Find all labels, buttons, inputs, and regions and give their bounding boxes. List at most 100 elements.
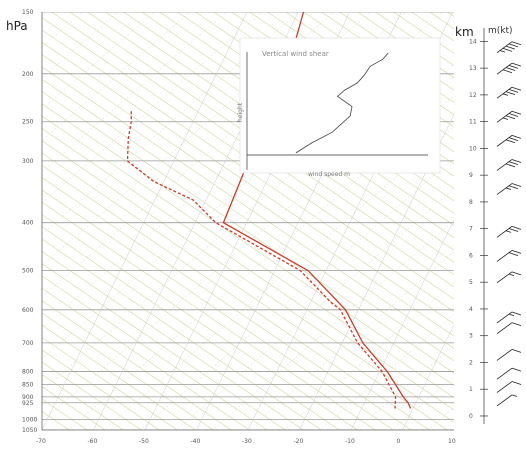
wind-barb <box>496 311 522 324</box>
wind-barb-flag <box>505 91 516 95</box>
wind-barb-half-flag <box>499 50 506 53</box>
dry-adiabat-line <box>42 398 88 430</box>
wind-barb-flag <box>511 86 522 91</box>
wind-barb-staff <box>496 135 513 147</box>
isotherm-line <box>402 324 454 430</box>
wind-barb-staff <box>496 394 513 407</box>
wind-barb-flag <box>511 110 522 115</box>
wind-barb-half-flag <box>505 230 512 233</box>
wind-barb-flag <box>511 367 522 372</box>
dry-adiabat-line <box>357 12 454 79</box>
height-tick-label: 7 <box>469 226 473 233</box>
sounding-trace <box>126 111 397 409</box>
wind-barb-flag <box>511 250 522 254</box>
wind-barb-staff <box>496 86 513 99</box>
mixing-ratio-line <box>67 95 454 430</box>
wind-barb-staff <box>496 367 513 380</box>
dry-adiabat-line <box>42 324 196 430</box>
dry-adiabat-line <box>42 140 454 423</box>
wind-barb-flag <box>511 225 522 230</box>
wind-barb-staff <box>496 381 513 393</box>
dry-adiabat-line <box>42 226 340 430</box>
wind-barb <box>496 159 522 171</box>
wind-barb-staff <box>496 311 513 324</box>
wind-barb-flag <box>508 137 519 141</box>
mixing-ratio-line <box>512 0 526 451</box>
wind-barb-flag <box>505 67 516 71</box>
isotherm-line <box>42 12 248 430</box>
wind-barb-half-flag <box>505 187 512 190</box>
dry-adiabat-line <box>69 12 454 276</box>
mixing-ratio-line <box>211 219 454 430</box>
dry-adiabat-line <box>42 251 304 430</box>
mixing-ratio-line <box>42 63 454 422</box>
wind-barb <box>496 367 522 380</box>
temperature-tick-label: -20 <box>294 438 304 445</box>
wind-barb-flag <box>508 43 519 48</box>
pressure-tick-label: 800 <box>22 369 34 376</box>
height-tick-label: 14 <box>469 38 477 45</box>
wind-barb-flag <box>502 69 513 74</box>
wind-barb-flag <box>511 134 522 139</box>
wind-barbs <box>496 41 522 407</box>
height-tick-label: 9 <box>469 172 473 179</box>
mixing-ratio-line <box>139 157 454 430</box>
wind-barb <box>496 349 522 361</box>
wind-barb-staff <box>496 110 513 123</box>
pressure-tick-label: 925 <box>22 400 34 407</box>
dry-adiabat-line <box>42 263 286 430</box>
wind-barb-staff <box>496 250 513 262</box>
wind-barb-flag <box>511 271 522 276</box>
height-tick-label: 3 <box>469 333 473 340</box>
pressure-tick-label: 150 <box>22 9 34 16</box>
wind-barb-flag <box>508 64 519 69</box>
wind-barb-flag <box>511 159 522 163</box>
wind-barb <box>496 86 522 99</box>
mixing-ratio-line <box>42 12 443 360</box>
wind-barb-flag <box>505 45 516 50</box>
pressure-tick-label: 1050 <box>22 427 37 434</box>
wind-barb-staff <box>496 349 513 361</box>
temperature-tick-label: -50 <box>139 438 149 445</box>
wind-barb-flag <box>511 41 522 46</box>
pressure-tick-label: 600 <box>22 307 34 314</box>
wind-barb-flag <box>511 322 522 327</box>
wind-barb-staff <box>496 159 513 171</box>
pressure-tick-label: 700 <box>22 340 34 347</box>
wind-barb-staff <box>496 62 513 75</box>
isotherm-line <box>350 219 454 430</box>
height-tick-label: 13 <box>469 65 477 72</box>
wind-barb-flag <box>511 381 522 385</box>
height-tick-label: 11 <box>469 119 477 126</box>
dry-adiabat-line <box>448 0 526 451</box>
dry-adiabat-line <box>484 0 526 451</box>
wind-unit-label: m(kt) <box>488 26 513 36</box>
dry-adiabat-line <box>105 12 454 251</box>
dry-adiabat-line <box>42 128 454 411</box>
dry-adiabat-line <box>42 275 268 430</box>
isotherm-gridlines <box>42 12 454 430</box>
pressure-unit-label: hPa <box>6 19 28 33</box>
inset-frame <box>239 37 441 174</box>
inset-title: Vertical wind shear <box>262 50 329 58</box>
wind-barb <box>496 62 522 75</box>
dry-adiabat-line <box>42 152 448 430</box>
height-tick-label: 1 <box>469 386 473 393</box>
dry-adiabat-line <box>42 300 232 430</box>
temperature-tick-label: 10 <box>448 438 456 445</box>
wind-barb-flag <box>508 252 519 257</box>
temperature-tick-label: -30 <box>242 438 252 445</box>
dry-adiabat-line <box>42 238 322 430</box>
pressure-tick-label: 900 <box>22 394 34 401</box>
wind-barb-flag <box>508 161 519 166</box>
dry-adiabat-line <box>42 312 214 430</box>
mixing-ratio-line <box>42 12 83 48</box>
wind-barb-staff <box>496 322 513 334</box>
